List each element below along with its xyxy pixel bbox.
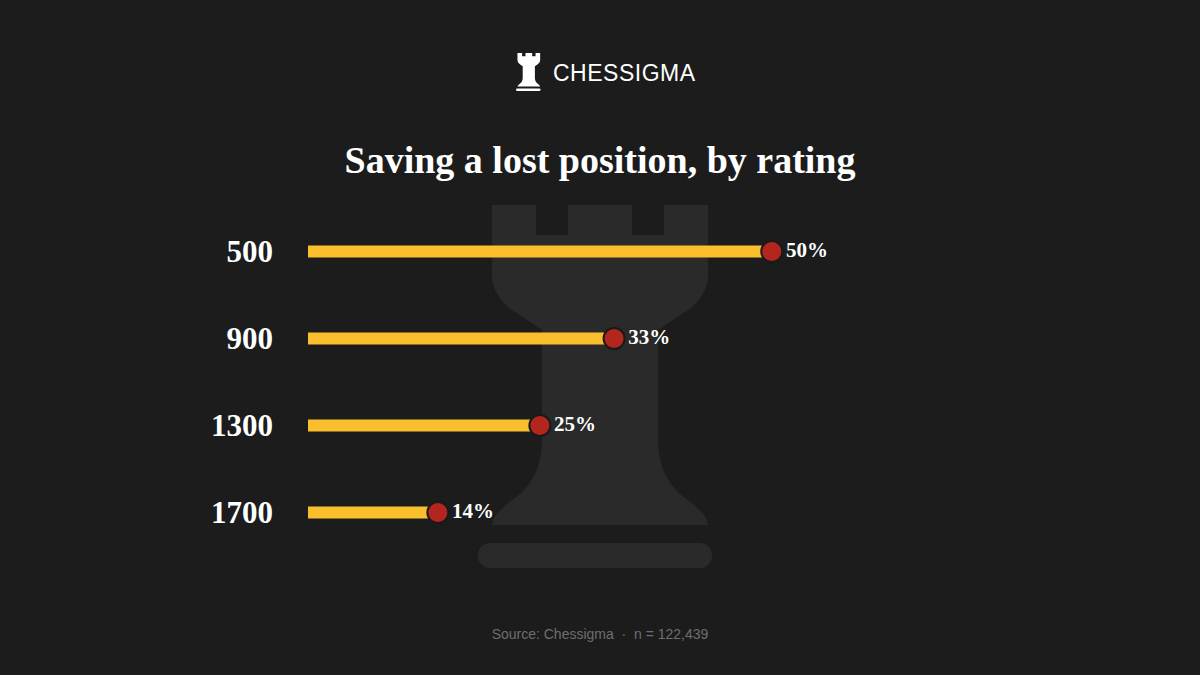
html-text:CHESSIGMA: CHESSIGMA <box>553 60 696 86</box>
svg-text:Saving a lost position, by rat: Saving a lost position, by rating <box>345 139 856 181</box>
svg-text:1300: 1300 <box>211 408 273 443</box>
svg-text:33%: 33% <box>628 325 670 349</box>
html-text:Source: Chessigma · n = 122,43: Source: Chessigma · n = 122,439 <box>491 626 709 642</box>
svg-text:14%: 14% <box>452 499 494 523</box>
svg-text:500: 500 <box>227 234 274 269</box>
svg-text:900: 900 <box>227 321 274 356</box>
svg-text:1700: 1700 <box>211 495 273 530</box>
svg-text:50%: 50% <box>786 238 828 262</box>
svg-text:25%: 25% <box>554 412 596 436</box>
